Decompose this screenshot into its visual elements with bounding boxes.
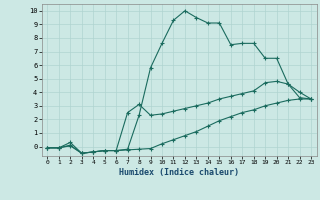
X-axis label: Humidex (Indice chaleur): Humidex (Indice chaleur)	[119, 168, 239, 177]
